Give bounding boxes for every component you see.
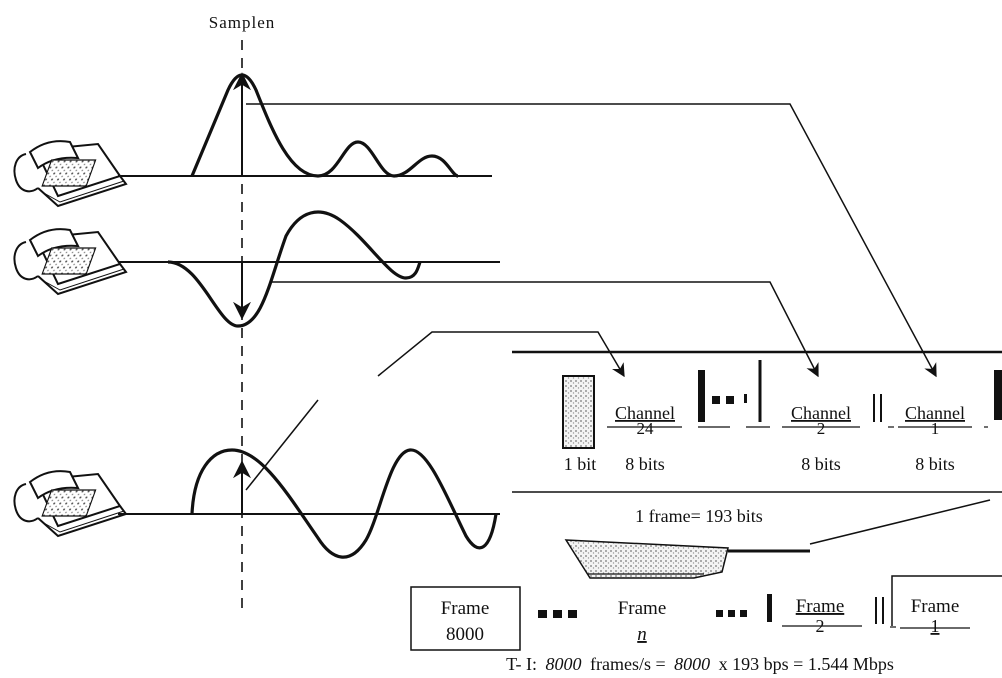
frame-2-label: Frame bbox=[796, 596, 845, 617]
channel-2-number: 2 bbox=[817, 419, 826, 438]
formula-tail: x 193 bps = 1.544 Mbps bbox=[719, 654, 894, 674]
frame-size-label: 1 frame= 193 bits bbox=[635, 506, 763, 526]
framing-bit-label: 1 bit bbox=[564, 454, 597, 474]
ellipsis-dot bbox=[744, 394, 747, 403]
frame-8000-box bbox=[410, 586, 521, 651]
frame-zoom-shape bbox=[564, 539, 729, 579]
t1-rate-formula: T- I: 8000 frames/s = 8000 x 193 bps = 1… bbox=[506, 654, 894, 674]
ellipsis-dot bbox=[728, 610, 735, 617]
slot-separator bbox=[994, 370, 1002, 420]
frame-8000-number: 8000 bbox=[446, 624, 484, 645]
channel-1-label: Channel bbox=[905, 403, 965, 423]
ellipsis-dot bbox=[568, 610, 577, 618]
formula-prefix: T- I: bbox=[506, 654, 537, 674]
telephone-icon bbox=[13, 140, 128, 208]
frame-1-box-edge bbox=[891, 575, 1002, 626]
telephone-icon bbox=[13, 470, 128, 538]
channel-1-bits: 8 bits bbox=[915, 454, 955, 474]
analog-signal-waveform bbox=[190, 73, 459, 178]
frame-zoom-edge bbox=[809, 499, 991, 545]
sample-to-channel-2-line bbox=[270, 281, 819, 378]
ellipsis-dot bbox=[726, 396, 734, 404]
ellipsis-dot bbox=[538, 610, 547, 618]
sample-to-channel-24-line bbox=[245, 399, 319, 491]
ellipsis-dot bbox=[553, 610, 562, 618]
ellipsis-dot bbox=[716, 610, 723, 617]
framing-bit bbox=[562, 375, 595, 449]
channel-24-number: 24 bbox=[637, 419, 655, 438]
ellipsis-dot bbox=[712, 396, 720, 404]
analog-signal-waveform bbox=[167, 210, 422, 328]
channel-24-label: Channel bbox=[615, 403, 675, 423]
frame-8000-label: Frame bbox=[441, 598, 490, 619]
channel-1-number: 1 bbox=[931, 419, 940, 438]
frame-n-label: Frame bbox=[618, 598, 667, 619]
ellipsis-dot bbox=[740, 610, 747, 617]
formula-frame-count: 8000 bbox=[674, 654, 710, 674]
formula-frame-rate: 8000 bbox=[546, 654, 582, 674]
channel-2-label: Channel bbox=[791, 403, 851, 423]
slot-separator bbox=[698, 370, 705, 422]
sample-to-channel-1-line bbox=[246, 103, 937, 378]
analog-signal-waveform bbox=[190, 448, 498, 559]
frame-bracket-line bbox=[377, 331, 625, 378]
channel-24-bits: 8 bits bbox=[625, 454, 665, 474]
sampling-label: Samplen bbox=[209, 13, 276, 32]
frame-separator bbox=[767, 594, 772, 622]
frame-1-number: 1 bbox=[931, 616, 940, 636]
formula-mid: frames/s = bbox=[590, 654, 666, 674]
frame-1-label: Frame bbox=[911, 596, 960, 617]
channel-2-bits: 8 bits bbox=[801, 454, 841, 474]
frame-n-number: n bbox=[637, 624, 647, 645]
telephone-icon bbox=[13, 228, 128, 296]
